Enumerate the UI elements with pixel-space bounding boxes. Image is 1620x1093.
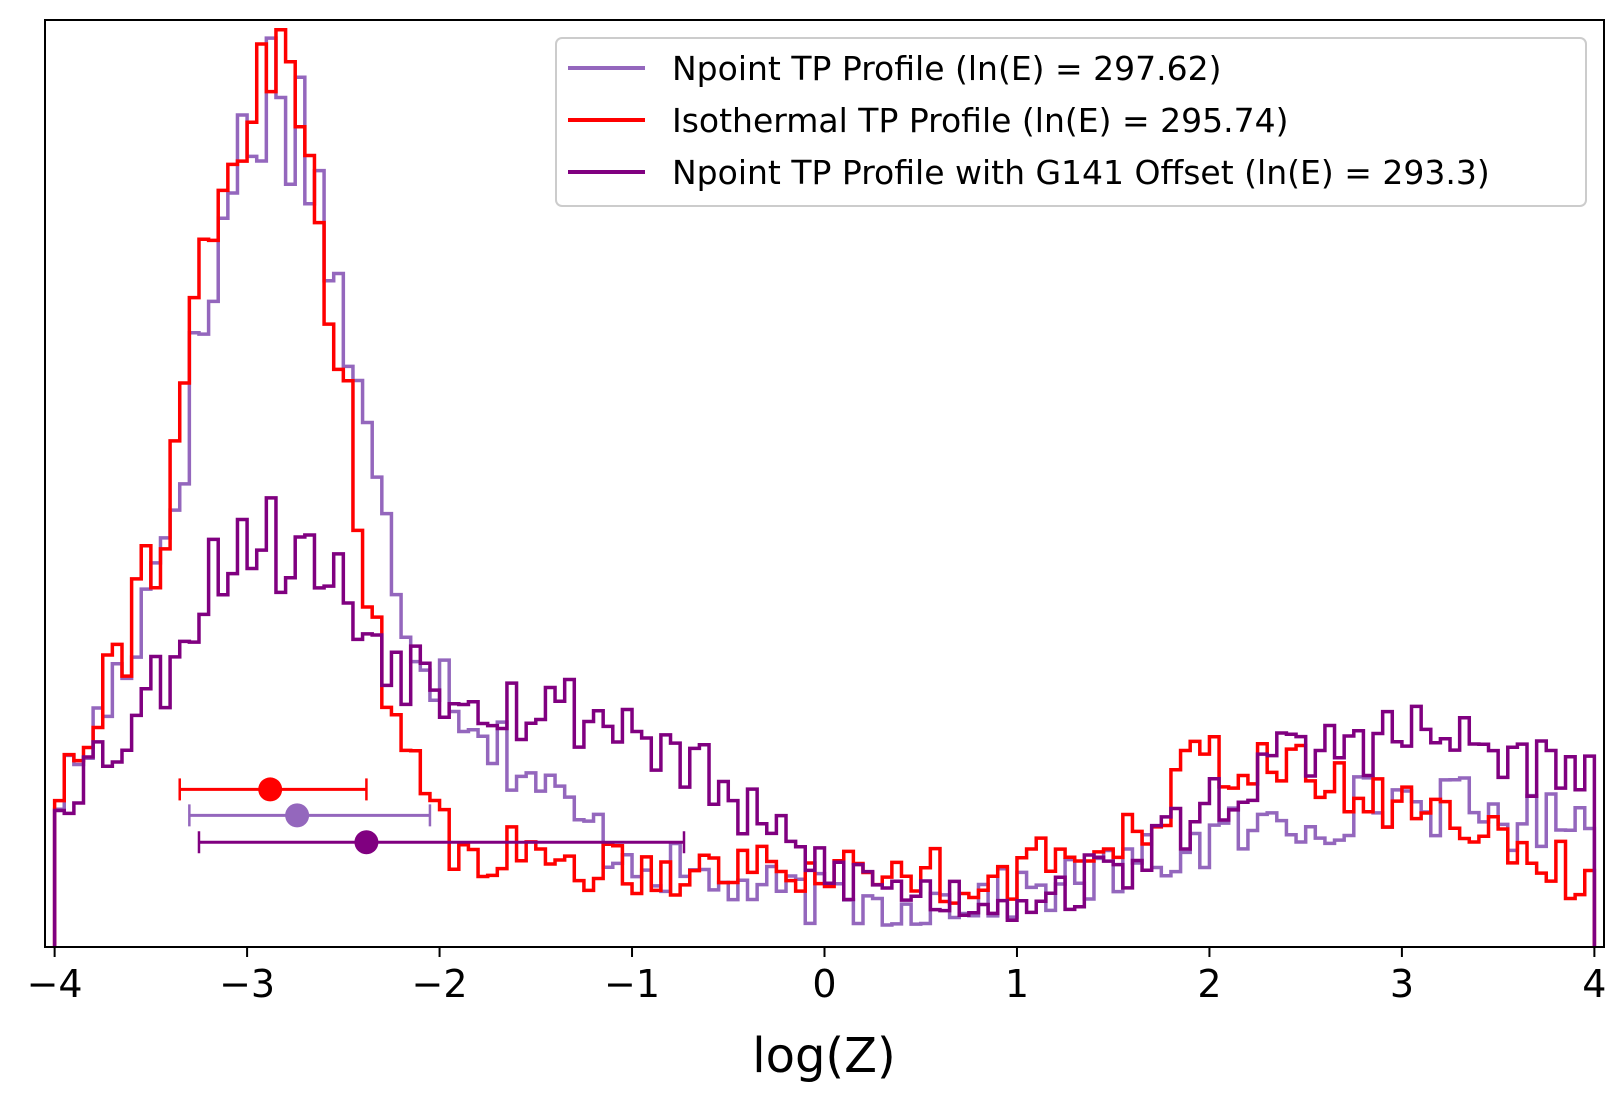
legend-frame bbox=[555, 37, 1587, 207]
x-tick-label: 4 bbox=[1582, 962, 1606, 1006]
errorbar-npoint-offset bbox=[197, 830, 686, 855]
errorbar-npoint bbox=[188, 803, 432, 828]
series-layer bbox=[52, 27, 1597, 947]
errorbar-isothermal bbox=[178, 777, 368, 802]
x-tick-label: −3 bbox=[219, 962, 275, 1006]
series-isothermal-histogram bbox=[52, 27, 1597, 947]
legend-label-npoint: Npoint TP Profile (ln(E) = 297.62) bbox=[672, 49, 1222, 88]
legend: Npoint TP Profile (ln(E) = 297.62) Isoth… bbox=[555, 37, 1587, 207]
legend-label-isothermal: Isothermal TP Profile (ln(E) = 295.74) bbox=[672, 101, 1288, 140]
x-tick-label: 0 bbox=[812, 962, 836, 1006]
plot-area bbox=[52, 27, 1597, 947]
x-tick-label: 2 bbox=[1197, 962, 1221, 1006]
x-tick-label: −4 bbox=[27, 962, 83, 1006]
x-tick-label: −2 bbox=[412, 962, 468, 1006]
errorbar-median-point bbox=[258, 777, 283, 802]
errorbar-layer bbox=[178, 777, 686, 855]
x-tick-label: −1 bbox=[604, 962, 660, 1006]
legend-label-npoint-offset: Npoint TP Profile with G141 Offset (ln(E… bbox=[672, 153, 1490, 192]
x-axis-label: log(Z) bbox=[752, 1028, 896, 1084]
x-tick-label: 1 bbox=[1005, 962, 1029, 1006]
x-axis-ticks: −4 −3 −2 −1 0 1 2 3 4 bbox=[27, 947, 1606, 1006]
errorbar-median-point bbox=[285, 803, 310, 828]
series-npoint-offset-histogram bbox=[52, 496, 1597, 947]
errorbar-median-point bbox=[354, 830, 379, 855]
x-tick-label: 3 bbox=[1390, 962, 1414, 1006]
